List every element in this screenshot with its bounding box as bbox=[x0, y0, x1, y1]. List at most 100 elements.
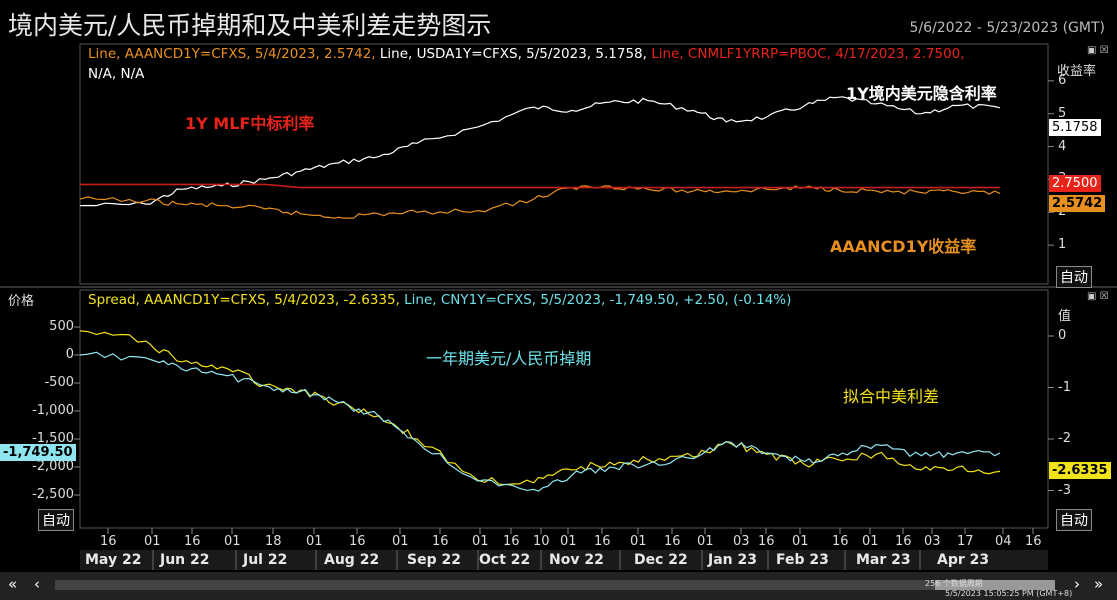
mlf-annotation: 1Y MLF中标利率 bbox=[185, 114, 315, 133]
x-day-tick-label: 01 bbox=[472, 534, 489, 549]
legend-mlf: Line, CNMLF1YRRP=PBOC, 4/17/2023, 2.7500… bbox=[646, 46, 965, 62]
x-month-label: Feb 23 bbox=[776, 552, 829, 568]
x-day-tick-label: 01 bbox=[697, 534, 714, 549]
ncd-annotation: AAANCD1Y收益率 bbox=[830, 237, 977, 256]
bottom-left-tick-label: 500 bbox=[49, 319, 74, 334]
x-day-tick-label: 03 bbox=[733, 534, 750, 549]
top-y-tick-label: 5 bbox=[1058, 105, 1067, 121]
bottom-left-tick-label: -2,500 bbox=[32, 487, 74, 502]
top-axis-title: 收益率 bbox=[1057, 64, 1097, 79]
x-month-label: May 22 bbox=[85, 552, 142, 568]
bottom-left-tick-label: -1,500 bbox=[32, 431, 74, 446]
x-day-tick-label: 18 bbox=[265, 534, 282, 549]
bottom-left-tick-label: -1,000 bbox=[32, 403, 74, 418]
x-day-tick-label: 16 bbox=[503, 534, 520, 549]
x-day-tick-label: 16 bbox=[594, 534, 611, 549]
x-day-tick-label: 17 bbox=[957, 534, 974, 549]
x-day-tick-label: 01 bbox=[392, 534, 409, 549]
x-day-tick-label: 01 bbox=[224, 534, 241, 549]
scroll-left-icon[interactable]: ‹ bbox=[34, 575, 40, 593]
legend-spread: Spread, AAANCD1Y=CFXS, 5/4/2023, -2.6335… bbox=[88, 292, 400, 308]
top-auto-scale-button[interactable]: 自动 bbox=[1056, 266, 1092, 288]
timestamp: 5/5/2023 15:05:25 PM (GMT+8) bbox=[945, 589, 1073, 598]
mlf-rate-line bbox=[80, 183, 1000, 189]
x-month-label: Jul 22 bbox=[243, 552, 288, 568]
swap-annotation: 一年期美元/人民币掉期 bbox=[426, 349, 592, 368]
bottom-plot-frame bbox=[79, 289, 1049, 529]
x-day-tick-label: 16 bbox=[758, 534, 775, 549]
x-day-tick-label: 01 bbox=[792, 534, 809, 549]
scroll-last-icon[interactable]: » bbox=[1094, 575, 1104, 593]
implied-rate-annotation: 1Y境内美元隐含利率 bbox=[846, 84, 997, 103]
usd-value-tag: 5.1758 bbox=[1049, 119, 1101, 136]
bottom-left-tick-label: -500 bbox=[44, 375, 74, 390]
bottom-panel-window-icons[interactable]: ▣ ☒ bbox=[1087, 291, 1109, 302]
x-day-tick-label: 16 bbox=[1025, 534, 1042, 549]
x-day-tick-label: 16 bbox=[664, 534, 681, 549]
bottom-right-tick-label: -1 bbox=[1058, 379, 1071, 395]
x-month-label: Dec 22 bbox=[634, 552, 688, 568]
bottom-left-tick-label: -2,000 bbox=[32, 459, 74, 474]
legend-ncd: Line, AAANCD1Y=CFXS, 5/4/2023, 2.5742, bbox=[88, 46, 376, 62]
x-month-label: Apr 23 bbox=[937, 552, 990, 568]
page-title: 境内美元/人民币掉期和及中美利差走势图示 bbox=[8, 11, 492, 40]
bottom-right-tick-label: 0 bbox=[1058, 328, 1067, 343]
bottom-left-axis-title: 价格 bbox=[8, 294, 35, 309]
top-y-tick-label: 1 bbox=[1058, 237, 1067, 253]
scroll-first-icon[interactable]: « bbox=[8, 575, 18, 593]
x-day-tick-label: 10 bbox=[533, 534, 550, 549]
scrollbar-thumb[interactable] bbox=[935, 580, 1055, 590]
usd-implied-rate-line bbox=[79, 96, 1001, 207]
x-day-tick-label: 01 bbox=[560, 534, 577, 549]
ncd-value-tag: 2.5742 bbox=[1049, 195, 1106, 212]
cny-swap-line bbox=[79, 351, 1001, 492]
top-legend-line2: N/A, N/A bbox=[88, 66, 145, 82]
x-month-label: Sep 22 bbox=[407, 552, 461, 568]
period-count: 256 个数据周期 bbox=[925, 579, 983, 588]
status-bar: « ‹ › » 256 个数据周期 5/5/2023 15:05:25 PM (… bbox=[0, 572, 1117, 600]
x-day-tick-label: 16 bbox=[832, 534, 849, 549]
x-day-tick-label: 16 bbox=[100, 534, 117, 549]
rate-spread-line bbox=[79, 330, 1001, 486]
x-day-tick-label: 01 bbox=[862, 534, 879, 549]
bottom-right-auto-scale-button[interactable]: 自动 bbox=[1056, 509, 1092, 531]
bottom-right-tick-label: -3 bbox=[1058, 482, 1071, 498]
spread-annotation: 拟合中美利差 bbox=[843, 387, 940, 406]
swap-value-tag: -1,749.50 bbox=[0, 444, 76, 461]
mlf-value-tag: 2.7500 bbox=[1049, 175, 1101, 192]
spread-value-tag: -2.6335 bbox=[1049, 462, 1111, 479]
x-month-label: Mar 23 bbox=[856, 552, 911, 568]
bottom-left-auto-scale-button[interactable]: 自动 bbox=[38, 509, 74, 531]
date-range: 5/6/2022 - 5/23/2023 (GMT) bbox=[909, 20, 1105, 36]
top-panel-window-icons[interactable]: ▣ ☒ bbox=[1087, 45, 1109, 56]
legend-swap: Line, CNY1Y=CFXS, 5/5/2023, -1,749.50, +… bbox=[399, 292, 792, 308]
x-day-tick-label: 04 bbox=[995, 534, 1012, 549]
time-scrollbar[interactable] bbox=[55, 580, 1055, 590]
x-day-tick-label: 03 bbox=[924, 534, 941, 549]
x-day-tick-label: 01 bbox=[306, 534, 323, 549]
top-plot-frame bbox=[79, 43, 1049, 285]
bottom-left-tick-label: 0 bbox=[65, 347, 74, 362]
x-month-label: Oct 22 bbox=[479, 552, 531, 568]
legend-usd: Line, USDA1Y=CFXS, 5/5/2023, 5.1758, bbox=[375, 46, 647, 62]
bottom-right-tick-label: -2 bbox=[1058, 431, 1071, 446]
bottom-legend: Spread, AAANCD1Y=CFXS, 5/4/2023, -2.6335… bbox=[88, 292, 791, 308]
x-day-tick-label: 16 bbox=[184, 534, 201, 549]
top-y-tick-label: 4 bbox=[1058, 138, 1067, 154]
top-legend: Line, AAANCD1Y=CFXS, 5/4/2023, 2.5742, L… bbox=[88, 46, 965, 62]
x-day-tick-label: 16 bbox=[895, 534, 912, 549]
ncd-yield-line bbox=[79, 185, 1001, 219]
x-day-tick-label: 01 bbox=[144, 534, 161, 549]
month-band bbox=[80, 550, 1048, 570]
x-month-label: Jan 23 bbox=[708, 552, 757, 568]
x-month-label: Nov 22 bbox=[549, 552, 604, 568]
x-day-tick-label: 01 bbox=[630, 534, 647, 549]
x-day-tick-label: 16 bbox=[349, 534, 366, 549]
bottom-right-axis-title: 值 bbox=[1058, 309, 1072, 324]
top-y-tick-label: 6 bbox=[1058, 72, 1067, 88]
x-day-tick-label: 16 bbox=[432, 534, 449, 549]
x-month-label: Jun 22 bbox=[160, 552, 210, 568]
x-month-label: Aug 22 bbox=[324, 552, 380, 568]
scroll-right-icon[interactable]: › bbox=[1074, 575, 1080, 593]
